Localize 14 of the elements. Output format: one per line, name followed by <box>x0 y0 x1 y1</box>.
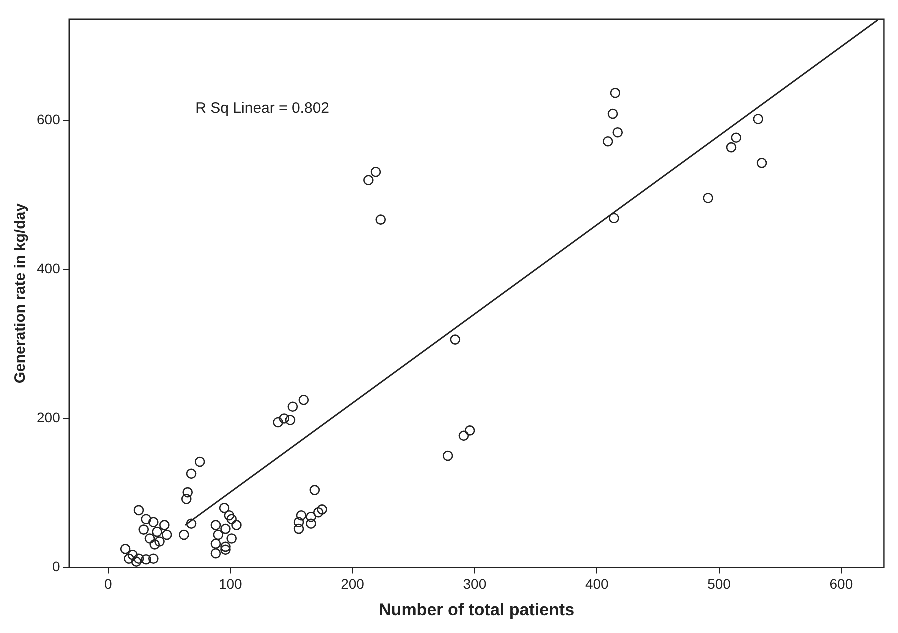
x-axis-title: Number of total patients <box>379 600 575 620</box>
x-tick-label: 0 <box>104 576 113 592</box>
x-tick-label: 100 <box>218 576 243 592</box>
x-tick-label: 300 <box>463 576 487 592</box>
y-axis-title: Generation rate in kg/day <box>12 202 30 384</box>
x-tick-label: 400 <box>585 576 610 592</box>
annotation: R Sq Linear = 0.802 <box>196 100 330 117</box>
y-tick-label: 600 <box>37 112 61 128</box>
y-tick-label: 0 <box>52 558 61 575</box>
y-tick-label: 400 <box>37 260 61 277</box>
x-tick-label: 500 <box>708 576 732 592</box>
x-tick-label: 200 <box>341 576 365 592</box>
x-tick-label: 600 <box>830 576 854 592</box>
y-tick-label: 200 <box>37 410 61 426</box>
